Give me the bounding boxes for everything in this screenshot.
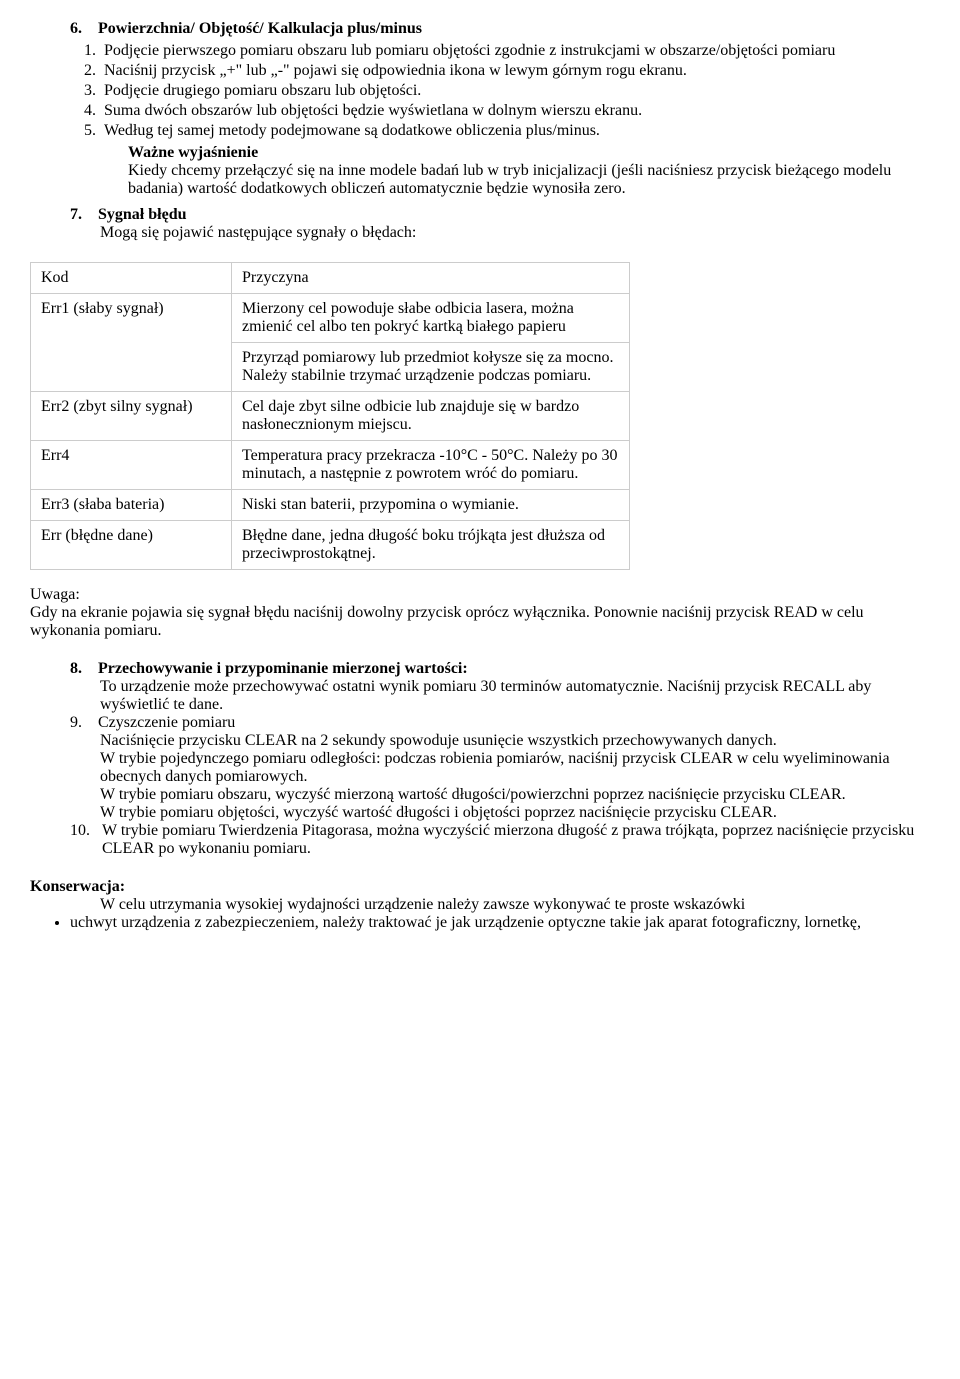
konserwacja-title: Konserwacja: — [30, 878, 930, 896]
section-8-text: Przechowywanie i przypominanie mierzonej… — [98, 660, 468, 677]
section-6-list: Podjęcie pierwszego pomiaru obszaru lub … — [100, 42, 930, 140]
section-9-body: Naciśnięcie przycisku CLEAR na 2 sekundy… — [100, 732, 930, 822]
section-10-body: W trybie pomiaru Twierdzenia Pitagorasa,… — [102, 822, 922, 858]
error-table: Kod Przyczyna Err1 (słaby sygnał) Mierzo… — [30, 262, 630, 570]
section-7-title: 7. Sygnał błędu — [70, 206, 930, 224]
section-6-text: Powierzchnia/ Objętość/ Kalkulacja plus/… — [98, 20, 422, 37]
section-7-desc: Mogą się pojawić następujące sygnały o b… — [100, 224, 930, 242]
section-6-num: 6. — [70, 20, 94, 38]
section-9-text: Czyszczenie pomiaru — [98, 714, 235, 731]
section-9-title: 9. Czyszczenie pomiaru — [70, 714, 930, 732]
note-body: Gdy na ekranie pojawia się sygnał błędu … — [30, 604, 930, 640]
explain-title: Ważne wyjaśnienie — [128, 144, 930, 162]
list-item: Podjęcie pierwszego pomiaru obszaru lub … — [100, 42, 930, 60]
cell-reason: Temperatura pracy przekracza -10°C - 50°… — [232, 441, 630, 490]
cell-code: Err (błędne dane) — [31, 521, 232, 570]
konserwacja-bullets: uchwyt urządzenia z zabezpieczeniem, nal… — [50, 914, 930, 932]
body-line: W trybie pojedynczego pomiaru odległości… — [100, 750, 930, 786]
cell-reason: Błędne dane, jedna długość boku trójkąta… — [232, 521, 630, 570]
list-item: Według tej samej metody podejmowane są d… — [100, 122, 930, 140]
cell-reason: Cel daje zbyt silne odbicie lub znajduje… — [232, 392, 630, 441]
table-row: Err4 Temperatura pracy przekracza -10°C … — [31, 441, 630, 490]
body-line: W trybie pomiaru obszaru, wyczyść mierzo… — [100, 786, 930, 804]
table-row: Err3 (słaba bateria) Niski stan baterii,… — [31, 490, 630, 521]
table-row: Err2 (zbyt silny sygnał) Cel daje zbyt s… — [31, 392, 630, 441]
body-line: W trybie pomiaru objętości, wyczyść wart… — [100, 804, 930, 822]
section-10: 10. W trybie pomiaru Twierdzenia Pitagor… — [70, 822, 930, 858]
cell-reason: Niski stan baterii, przypomina o wymiani… — [232, 490, 630, 521]
header-reason: Przyczyna — [232, 263, 630, 294]
bullet-item: uchwyt urządzenia z zabezpieczeniem, nal… — [70, 914, 930, 932]
header-code: Kod — [31, 263, 232, 294]
list-item: Suma dwóch obszarów lub objętości będzie… — [100, 102, 930, 120]
list-item: Podjęcie drugiego pomiaru obszaru lub ob… — [100, 82, 930, 100]
explain-body: Kiedy chcemy przełączyć się na inne mode… — [128, 162, 930, 198]
body-line: Naciśnięcie przycisku CLEAR na 2 sekundy… — [100, 732, 930, 750]
section-6-explain: Ważne wyjaśnienie Kiedy chcemy przełączy… — [128, 144, 930, 198]
cell-reason: Mierzony cel powoduje słabe odbicia lase… — [232, 294, 630, 343]
table-row: Err (błędne dane) Błędne dane, jedna dłu… — [31, 521, 630, 570]
cell-code: Err2 (zbyt silny sygnał) — [31, 392, 232, 441]
cell-code: Err1 (słaby sygnał) — [31, 294, 232, 392]
list-item: Naciśnij przycisk „+" lub „-" pojawi się… — [100, 62, 930, 80]
table-header-row: Kod Przyczyna — [31, 263, 630, 294]
konserwacja-intro: W celu utrzymania wysokiej wydajności ur… — [100, 896, 930, 914]
table-row: Err1 (słaby sygnał) Mierzony cel powoduj… — [31, 294, 630, 343]
section-7-num: 7. — [70, 206, 94, 224]
section-7-text: Sygnał błędu — [98, 206, 186, 223]
section-8-title: 8. Przechowywanie i przypominanie mierzo… — [70, 660, 930, 678]
section-10-num: 10. — [70, 822, 98, 840]
cell-code: Err4 — [31, 441, 232, 490]
section-9-num: 9. — [70, 714, 94, 732]
section-8-num: 8. — [70, 660, 94, 678]
note-block: Uwaga: Gdy na ekranie pojawia się sygnał… — [30, 586, 930, 640]
cell-reason: Przyrząd pomiarowy lub przedmiot kołysze… — [232, 343, 630, 392]
cell-code: Err3 (słaba bateria) — [31, 490, 232, 521]
note-title: Uwaga: — [30, 586, 930, 604]
section-8-body: To urządzenie może przechowywać ostatni … — [100, 678, 930, 714]
section-6-title: 6. Powierzchnia/ Objętość/ Kalkulacja pl… — [70, 20, 930, 38]
